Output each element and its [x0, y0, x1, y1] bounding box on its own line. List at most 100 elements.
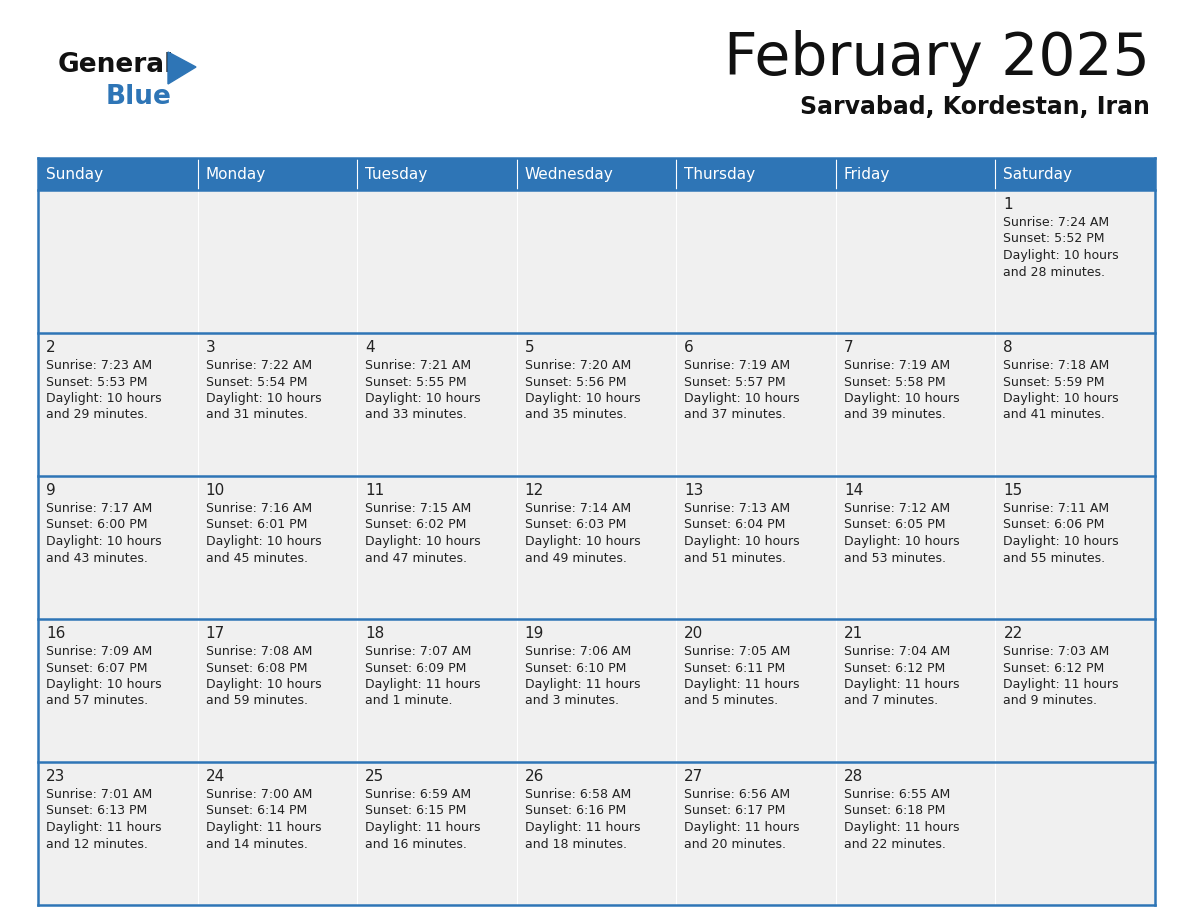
Text: Daylight: 11 hours: Daylight: 11 hours: [843, 678, 960, 691]
Text: Friday: Friday: [843, 166, 890, 182]
Text: Sunrise: 7:11 AM: Sunrise: 7:11 AM: [1004, 502, 1110, 515]
Text: 13: 13: [684, 483, 703, 498]
Bar: [197, 476, 358, 619]
Text: Daylight: 10 hours: Daylight: 10 hours: [46, 678, 162, 691]
Text: Sunrise: 7:04 AM: Sunrise: 7:04 AM: [843, 645, 950, 658]
Text: and 51 minutes.: and 51 minutes.: [684, 552, 786, 565]
Bar: [38, 619, 197, 762]
Text: 24: 24: [206, 769, 225, 784]
Text: and 47 minutes.: and 47 minutes.: [365, 552, 467, 565]
Bar: [676, 762, 836, 905]
Text: Sunset: 5:53 PM: Sunset: 5:53 PM: [46, 375, 147, 388]
Text: Daylight: 10 hours: Daylight: 10 hours: [365, 535, 481, 548]
Text: Sunset: 6:12 PM: Sunset: 6:12 PM: [843, 662, 946, 675]
Text: 16: 16: [46, 626, 65, 641]
Text: 10: 10: [206, 483, 225, 498]
Bar: [197, 333, 358, 476]
Text: Sunrise: 7:09 AM: Sunrise: 7:09 AM: [46, 645, 152, 658]
Text: Sunset: 5:55 PM: Sunset: 5:55 PM: [365, 375, 467, 388]
Text: Sunset: 5:58 PM: Sunset: 5:58 PM: [843, 375, 946, 388]
Text: Sunrise: 7:13 AM: Sunrise: 7:13 AM: [684, 502, 790, 515]
Text: Sunset: 6:07 PM: Sunset: 6:07 PM: [46, 662, 147, 675]
Text: Sunrise: 7:14 AM: Sunrise: 7:14 AM: [525, 502, 631, 515]
Bar: [996, 190, 1155, 333]
Text: Daylight: 10 hours: Daylight: 10 hours: [1004, 249, 1119, 262]
Bar: [38, 762, 197, 905]
Text: Sunset: 6:16 PM: Sunset: 6:16 PM: [525, 804, 626, 818]
Text: Daylight: 10 hours: Daylight: 10 hours: [843, 392, 960, 405]
Text: Sunrise: 7:07 AM: Sunrise: 7:07 AM: [365, 645, 472, 658]
Text: 15: 15: [1004, 483, 1023, 498]
Text: Daylight: 10 hours: Daylight: 10 hours: [1004, 535, 1119, 548]
Text: Sunset: 6:11 PM: Sunset: 6:11 PM: [684, 662, 785, 675]
Text: and 18 minutes.: and 18 minutes.: [525, 837, 627, 850]
Bar: [197, 190, 358, 333]
Bar: [197, 762, 358, 905]
Text: 12: 12: [525, 483, 544, 498]
Text: Tuesday: Tuesday: [365, 166, 428, 182]
Text: Daylight: 10 hours: Daylight: 10 hours: [684, 535, 800, 548]
Bar: [197, 158, 358, 190]
Bar: [836, 762, 996, 905]
Bar: [38, 158, 197, 190]
Bar: [517, 476, 676, 619]
Text: Wednesday: Wednesday: [525, 166, 613, 182]
Text: Daylight: 10 hours: Daylight: 10 hours: [206, 678, 321, 691]
Text: Sunset: 6:05 PM: Sunset: 6:05 PM: [843, 519, 946, 532]
Text: Sunset: 5:54 PM: Sunset: 5:54 PM: [206, 375, 307, 388]
Bar: [517, 619, 676, 762]
Text: General: General: [58, 52, 175, 78]
Text: Sunrise: 7:23 AM: Sunrise: 7:23 AM: [46, 359, 152, 372]
Text: Daylight: 10 hours: Daylight: 10 hours: [1004, 392, 1119, 405]
Text: Sunrise: 7:01 AM: Sunrise: 7:01 AM: [46, 788, 152, 801]
Text: 2: 2: [46, 340, 56, 355]
Text: and 59 minutes.: and 59 minutes.: [206, 695, 308, 708]
Text: and 45 minutes.: and 45 minutes.: [206, 552, 308, 565]
Bar: [517, 333, 676, 476]
Text: Sunset: 6:01 PM: Sunset: 6:01 PM: [206, 519, 307, 532]
Text: Daylight: 10 hours: Daylight: 10 hours: [525, 392, 640, 405]
Text: Daylight: 10 hours: Daylight: 10 hours: [206, 535, 321, 548]
Text: Daylight: 10 hours: Daylight: 10 hours: [46, 392, 162, 405]
Bar: [38, 476, 197, 619]
Text: 18: 18: [365, 626, 385, 641]
Text: 4: 4: [365, 340, 374, 355]
Text: and 41 minutes.: and 41 minutes.: [1004, 409, 1105, 421]
Text: Sunset: 6:13 PM: Sunset: 6:13 PM: [46, 804, 147, 818]
Text: 22: 22: [1004, 626, 1023, 641]
Text: and 1 minute.: and 1 minute.: [365, 695, 453, 708]
Bar: [358, 190, 517, 333]
Text: Daylight: 10 hours: Daylight: 10 hours: [843, 535, 960, 548]
Text: and 57 minutes.: and 57 minutes.: [46, 695, 148, 708]
Text: 19: 19: [525, 626, 544, 641]
Text: Sunset: 5:56 PM: Sunset: 5:56 PM: [525, 375, 626, 388]
Text: 25: 25: [365, 769, 385, 784]
Text: 9: 9: [46, 483, 56, 498]
Text: Sunrise: 7:18 AM: Sunrise: 7:18 AM: [1004, 359, 1110, 372]
Text: Daylight: 10 hours: Daylight: 10 hours: [684, 392, 800, 405]
Bar: [676, 158, 836, 190]
Text: Sunrise: 6:56 AM: Sunrise: 6:56 AM: [684, 788, 790, 801]
Text: and 5 minutes.: and 5 minutes.: [684, 695, 778, 708]
Text: Sunset: 6:17 PM: Sunset: 6:17 PM: [684, 804, 785, 818]
Text: and 28 minutes.: and 28 minutes.: [1004, 265, 1105, 278]
Text: and 33 minutes.: and 33 minutes.: [365, 409, 467, 421]
Bar: [358, 476, 517, 619]
Bar: [676, 190, 836, 333]
Bar: [358, 333, 517, 476]
Text: Daylight: 11 hours: Daylight: 11 hours: [1004, 678, 1119, 691]
Bar: [836, 190, 996, 333]
Text: 23: 23: [46, 769, 65, 784]
Bar: [358, 762, 517, 905]
Text: Daylight: 11 hours: Daylight: 11 hours: [206, 821, 321, 834]
Text: Sunrise: 6:58 AM: Sunrise: 6:58 AM: [525, 788, 631, 801]
Text: Daylight: 10 hours: Daylight: 10 hours: [206, 392, 321, 405]
Text: and 7 minutes.: and 7 minutes.: [843, 695, 939, 708]
Text: Sunrise: 7:20 AM: Sunrise: 7:20 AM: [525, 359, 631, 372]
Bar: [996, 158, 1155, 190]
Text: Thursday: Thursday: [684, 166, 756, 182]
Text: Daylight: 10 hours: Daylight: 10 hours: [365, 392, 481, 405]
Text: 1: 1: [1004, 197, 1013, 212]
Text: Sunrise: 7:21 AM: Sunrise: 7:21 AM: [365, 359, 472, 372]
Text: Sunrise: 7:19 AM: Sunrise: 7:19 AM: [843, 359, 950, 372]
